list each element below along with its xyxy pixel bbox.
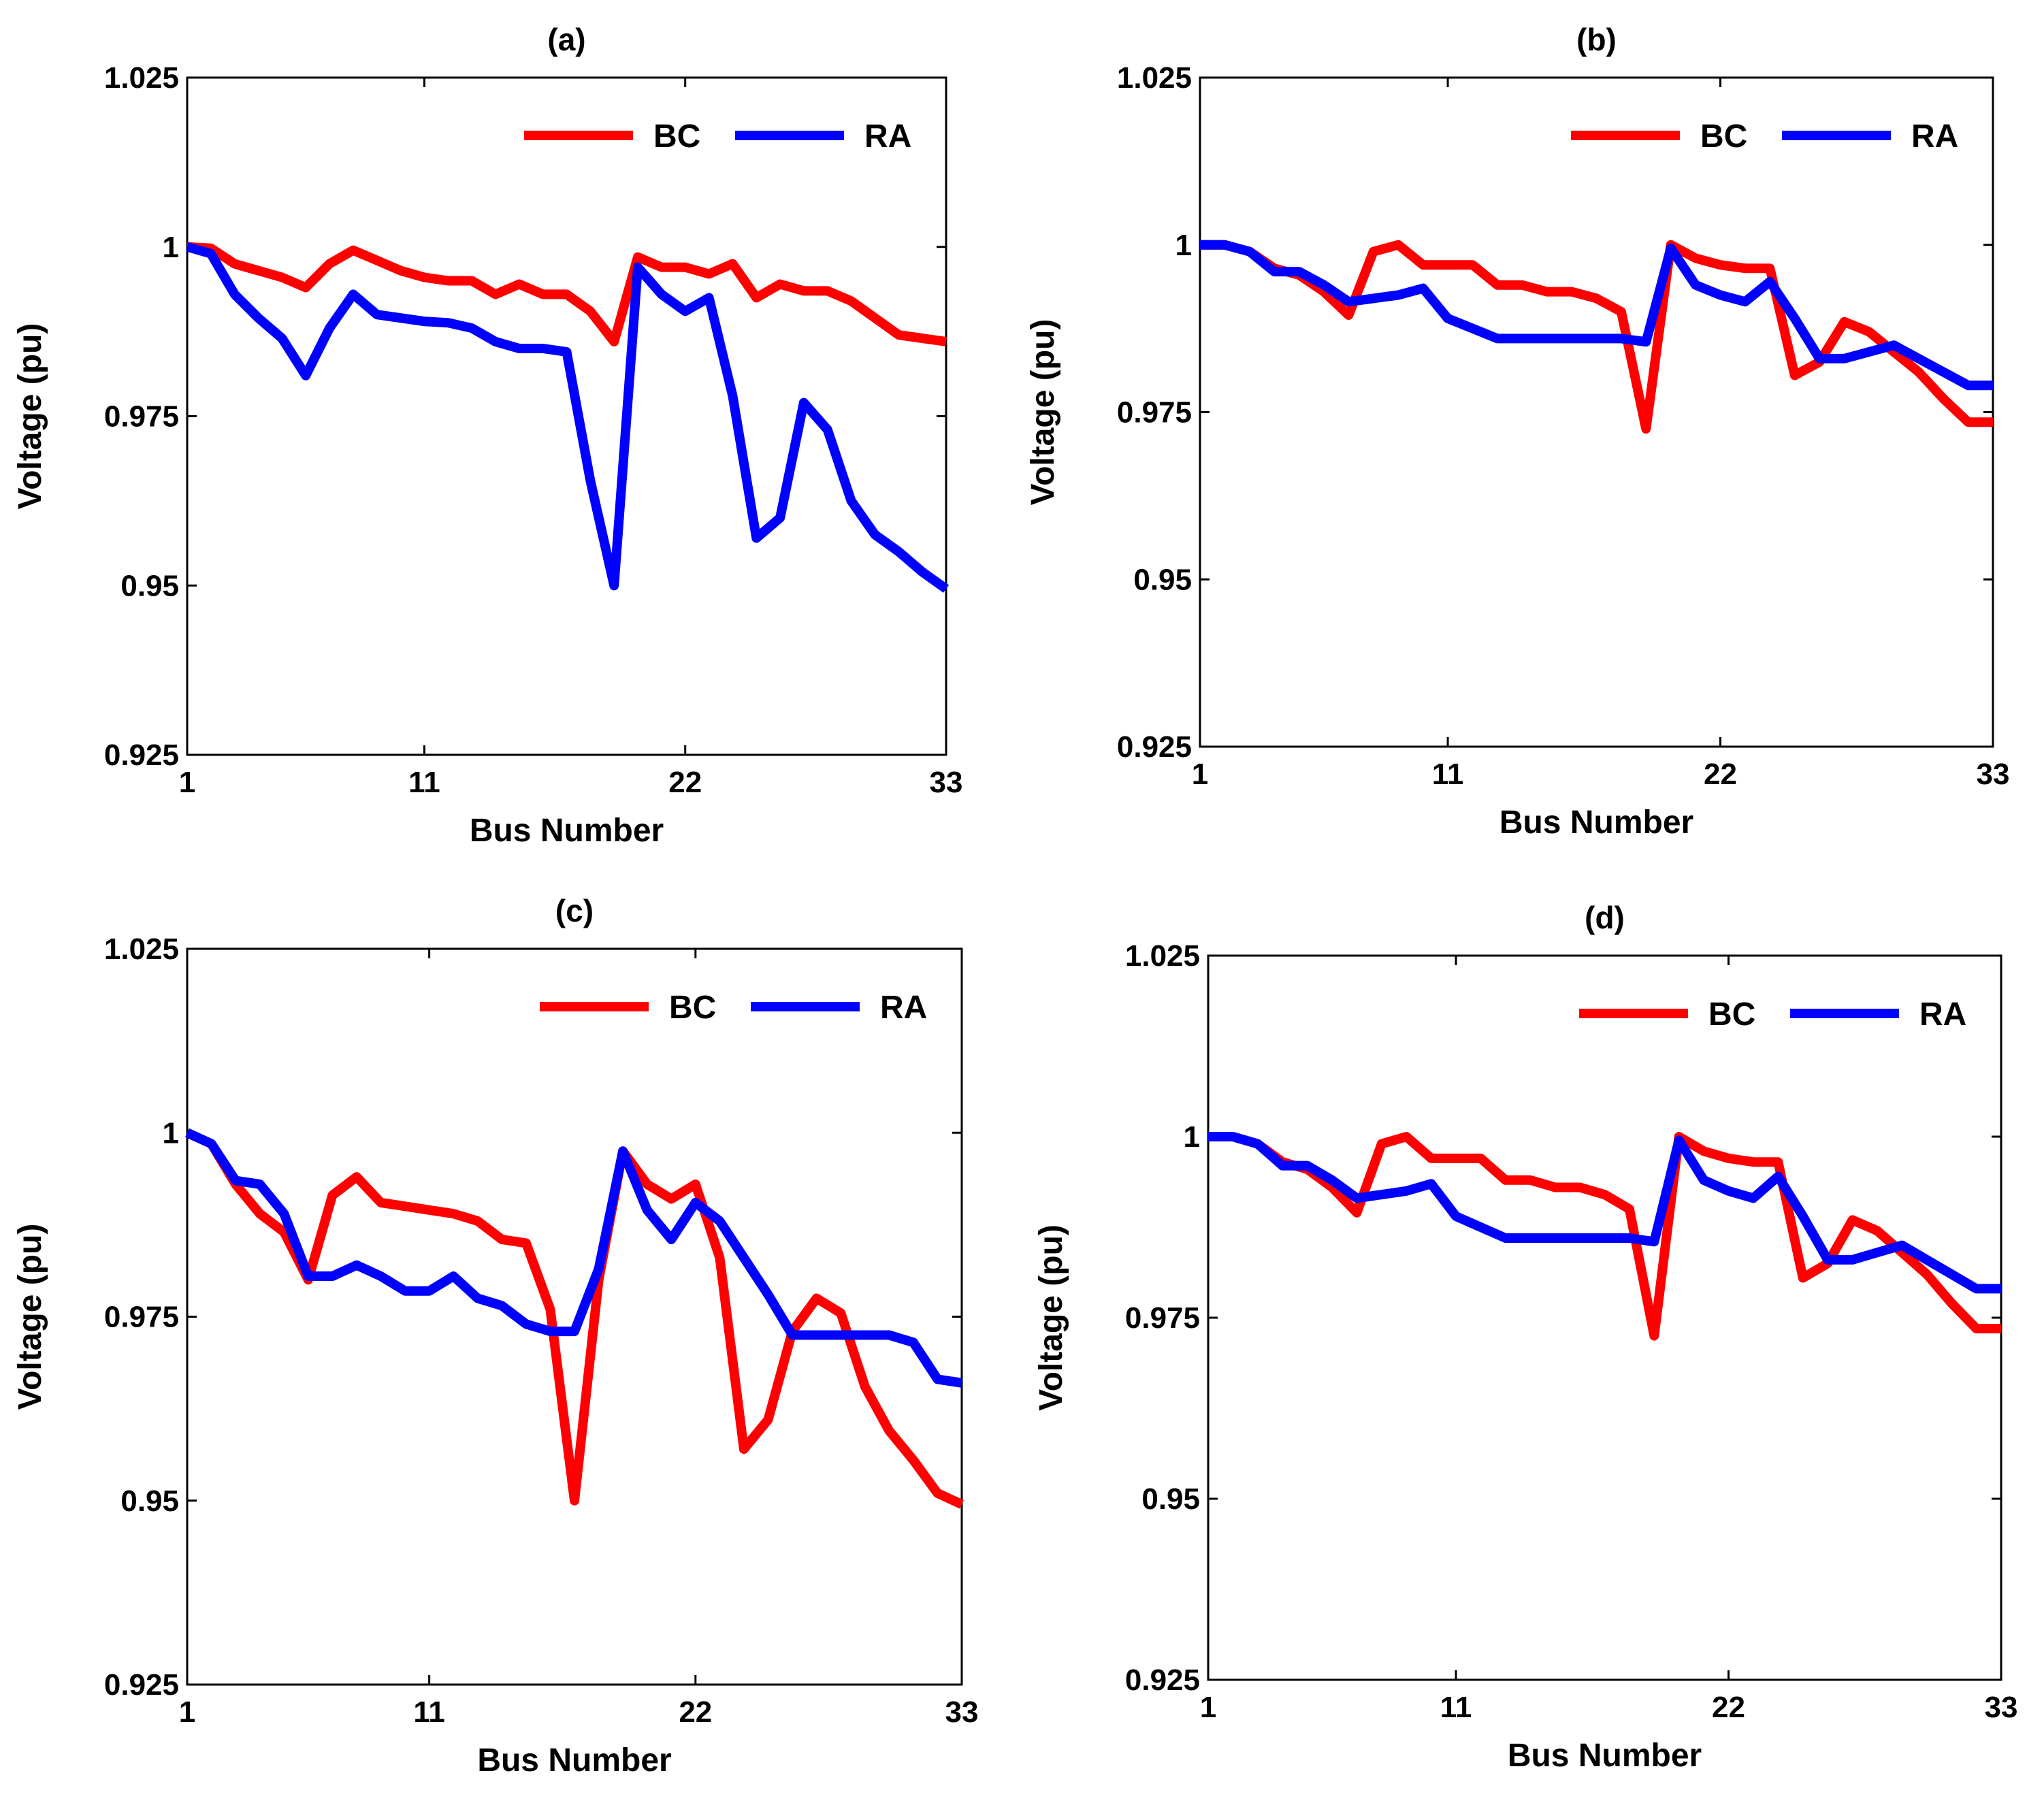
x-tick-label: 22: [668, 766, 702, 799]
y-tick-label: 0.975: [104, 1301, 179, 1334]
series-line-ra: [186, 242, 950, 593]
y-tick-label: 0.925: [104, 1668, 179, 1702]
plot-frame: [186, 76, 947, 756]
y-tick-label: 1.025: [104, 932, 179, 966]
y-tick-label: 1: [163, 1116, 179, 1150]
legend-label-ra: RA: [880, 990, 927, 1026]
y-tick-label: 0.925: [104, 738, 179, 772]
chart-title: (a): [547, 22, 585, 57]
legend-label-ra: RA: [864, 118, 911, 155]
x-tick-label: 11: [408, 766, 440, 799]
x-tick-label: 1: [1200, 1691, 1216, 1724]
series-line-ra: [185, 1128, 963, 1388]
series-line-bc: [1200, 240, 1993, 434]
x-tick-label: 33: [1985, 1691, 2018, 1724]
series-line-ra: [1200, 240, 1993, 391]
y-tick-label: 0.95: [1133, 563, 1192, 596]
legend-label-ra: RA: [1919, 996, 1966, 1033]
x-tick-label: 1: [1192, 758, 1208, 791]
legend-label-bc: BC: [1700, 118, 1747, 155]
legend-label-bc: BC: [669, 990, 716, 1026]
x-tick-label: 11: [1432, 758, 1464, 791]
y-tick-label: 0.925: [1117, 730, 1192, 764]
y-axis-label: Voltage (pu): [12, 1224, 48, 1410]
series-line-bc: [185, 1128, 964, 1509]
y-tick-label: 0.975: [1117, 396, 1192, 429]
series-line-ra: [1208, 1132, 2001, 1294]
y-tick-label: 1: [1175, 229, 1192, 262]
y-tick-label: 0.95: [1141, 1482, 1200, 1516]
x-tick-label: 22: [679, 1695, 712, 1729]
series-line-bc: [186, 242, 947, 346]
y-tick-label: 1.025: [1125, 939, 1200, 973]
x-tick-label: 33: [930, 766, 963, 799]
legend-label-ra: RA: [1911, 118, 1958, 155]
y-axis-label: Voltage (pu): [12, 323, 48, 510]
x-axis-label: Bus Number: [477, 1742, 671, 1778]
y-tick-label: 1.025: [1117, 61, 1192, 95]
series-line-bc: [1208, 1132, 2001, 1341]
y-tick-label: 1.025: [104, 61, 179, 95]
y-axis-label: Voltage (pu): [1033, 1224, 1069, 1411]
chart-title: (c): [555, 893, 594, 928]
x-axis-label: Bus Number: [1508, 1738, 1702, 1774]
y-tick-label: 0.95: [120, 569, 179, 602]
x-tick-label: 1: [179, 766, 195, 799]
legend-label-bc: BC: [653, 118, 700, 155]
x-axis-label: Bus Number: [1499, 805, 1693, 841]
x-tick-label: 33: [945, 1695, 979, 1729]
x-tick-label: 1: [179, 1695, 195, 1729]
x-tick-label: 11: [413, 1695, 445, 1729]
x-axis-label: Bus Number: [470, 813, 664, 849]
chart-title: (b): [1576, 22, 1617, 57]
plot-frame: [1199, 76, 1994, 748]
y-axis-label: Voltage (pu): [1025, 319, 1061, 506]
y-tick-label: 0.975: [104, 400, 179, 434]
y-tick-label: 0.95: [120, 1484, 179, 1518]
legend-label-bc: BC: [1708, 996, 1755, 1033]
y-tick-label: 1: [163, 231, 179, 264]
chart-title: (d): [1585, 900, 1625, 935]
x-tick-label: 22: [1712, 1691, 1745, 1724]
y-tick-label: 0.975: [1125, 1301, 1200, 1335]
x-tick-label: 22: [1704, 758, 1737, 791]
plot-frame: [1207, 954, 2002, 1681]
x-tick-label: 33: [1977, 758, 2010, 791]
y-tick-label: 0.925: [1125, 1663, 1200, 1697]
x-tick-label: 11: [1440, 1691, 1472, 1724]
y-tick-label: 1: [1184, 1120, 1200, 1154]
